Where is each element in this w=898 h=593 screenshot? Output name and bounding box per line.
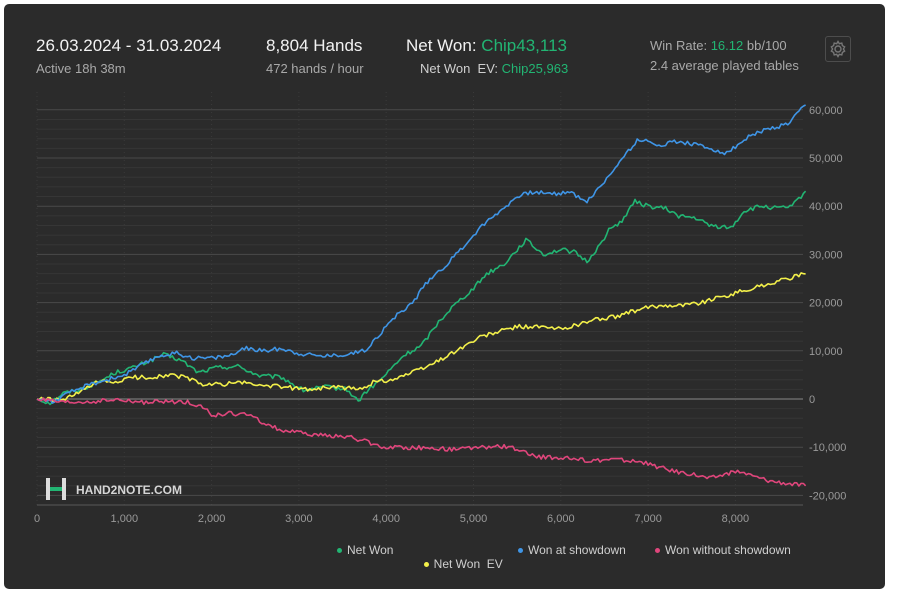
hands-per-hour: 472 hands / hour	[266, 61, 364, 76]
legend-item-won-without-showdown[interactable]: Won without showdown	[655, 543, 791, 557]
legend-item-won-at-showdown[interactable]: Won at showdown	[518, 543, 626, 557]
x-tick-label: 0	[34, 513, 40, 525]
y-tick-label: 60,000	[809, 105, 843, 117]
win-rate: Win Rate: 16.12 bb/100	[650, 38, 787, 53]
legend-label: Net Won EV	[433, 557, 503, 571]
y-tick-label: 50,000	[809, 153, 843, 165]
average-tables: 2.4 average played tables	[650, 58, 799, 73]
active-time: Active 18h 38m	[36, 61, 126, 76]
x-axis: 0 1,000 2,000 3,000 4,000 5,000 6,000 7,000 8,00…	[34, 513, 749, 525]
chart-series	[36, 104, 807, 487]
hand2note-logo-icon	[46, 478, 66, 500]
y-tick-label: 10,000	[809, 346, 843, 358]
x-tick-label: 2,000	[198, 513, 226, 525]
plot-area	[37, 92, 803, 505]
settings-button[interactable]	[825, 36, 851, 62]
x-tick-label: 7,000	[634, 513, 662, 525]
x-tick-label: 4,000	[372, 513, 400, 525]
legend-dot	[337, 548, 342, 554]
watermark: HAND2NOTE.COM	[46, 478, 182, 500]
y-tick-label: -20,000	[809, 490, 846, 502]
win-rate-value: 16.12	[710, 38, 744, 53]
y-tick-label: 40,000	[809, 201, 843, 213]
net-won-label: Net Won:	[406, 36, 477, 55]
y-axis: 60,000 50,000 40,000 30,000 20,000 10,000 0 -10…	[809, 105, 846, 503]
net-won-ev: Net Won EV: Chip25,963	[420, 61, 568, 76]
legend-dot	[423, 562, 429, 568]
x-tick-label: 8,000	[722, 513, 750, 525]
watermark-text: HAND2NOTE.COM	[76, 483, 182, 497]
net-won-ev-label: Net Won EV:	[420, 61, 499, 76]
win-rate-unit: bb/100	[746, 38, 787, 53]
y-tick-label: 20,000	[809, 298, 843, 310]
series-line-won-without-showdown	[36, 397, 807, 487]
x-tick-label: 5,000	[460, 513, 488, 525]
net-won-ev-value: Chip25,963	[501, 61, 569, 76]
legend-label: Won without showdown	[665, 543, 791, 557]
hands-count: 8,804 Hands	[266, 36, 363, 55]
net-won: Net Won: Chip43,113	[406, 36, 567, 56]
y-tick-label: -10,000	[809, 442, 846, 454]
x-tick-label: 3,000	[285, 513, 313, 525]
legend-label: Net Won	[347, 543, 394, 557]
legend-dot	[518, 548, 523, 554]
x-tick-label: 6,000	[547, 513, 575, 525]
x-tick-label: 1,000	[111, 513, 139, 525]
win-rate-label: Win Rate:	[650, 38, 708, 53]
legend-dot	[655, 548, 660, 554]
chart-grid	[36, 92, 803, 506]
series-line-net-won	[36, 190, 807, 406]
net-won-value: Chip43,113	[481, 36, 567, 55]
gear-icon	[830, 40, 846, 58]
series-line-net-won-ev	[36, 272, 806, 403]
y-tick-label: 30,000	[809, 249, 843, 261]
date-range: 26.03.2024 - 31.03.2024	[36, 36, 222, 55]
series-line-won-at-showdown	[36, 104, 806, 404]
legend-item-net-won[interactable]: Net Won	[337, 543, 393, 557]
legend-item-net-won-ev[interactable]: Net Won EV	[417, 543, 503, 571]
y-tick-label: 0	[809, 394, 815, 406]
legend-label: Won at showdown	[528, 543, 626, 557]
